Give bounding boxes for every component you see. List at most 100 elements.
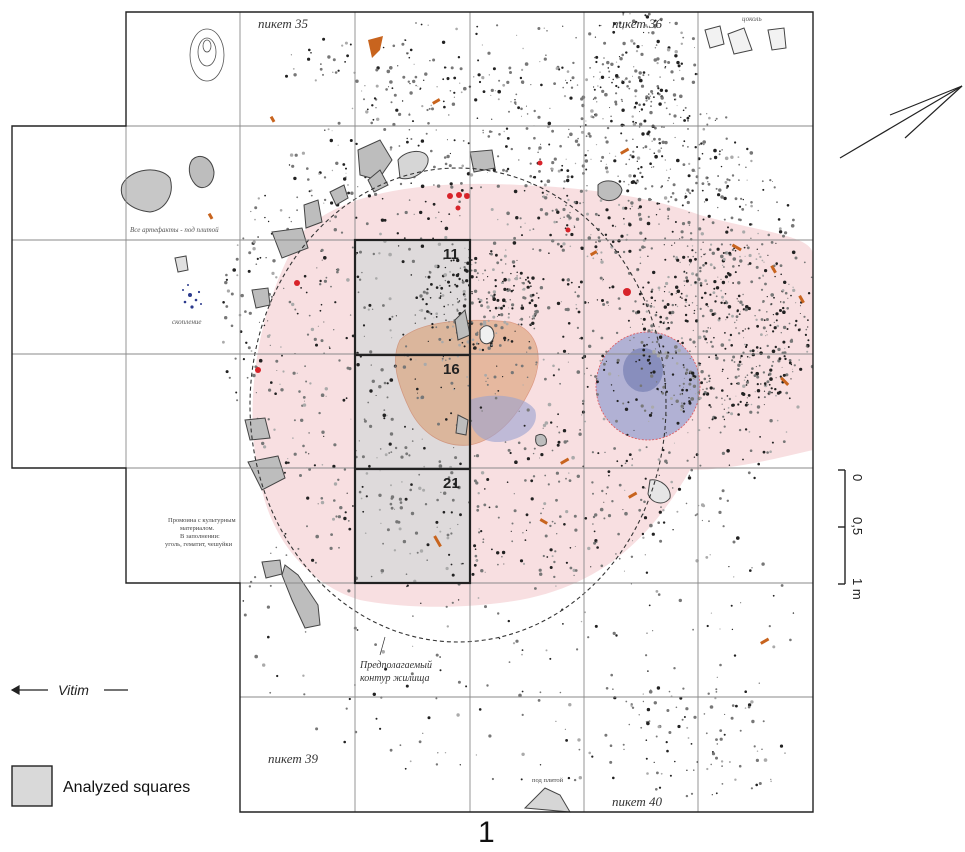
artifact-dot [565, 204, 567, 207]
artifact-dot [650, 324, 654, 328]
artifact-dot [667, 275, 670, 279]
artifact-dot [566, 278, 570, 282]
artifact-dot [726, 395, 729, 397]
artifact-dot [492, 297, 497, 302]
artifact-dot [638, 359, 641, 361]
artifact-dot [494, 90, 496, 92]
artifact-dot [756, 405, 761, 409]
artifact-dot [574, 546, 576, 547]
artifact-dot [497, 516, 500, 519]
artifact-dot [592, 257, 595, 260]
artifact-dot [399, 744, 402, 747]
artifact-dot [521, 288, 524, 291]
artifact-dot [629, 154, 632, 157]
artifact-dot [528, 341, 530, 343]
artifact-dot [399, 506, 403, 510]
artifact-dot [734, 141, 737, 144]
artifact-dot [612, 78, 614, 81]
artifact-dot [604, 733, 608, 737]
artifact-dot [502, 298, 506, 303]
artifact-dot [562, 242, 566, 246]
artifact-dot [658, 786, 662, 789]
artifact-dot [672, 122, 675, 124]
artifact-dot [452, 304, 454, 306]
artifact-dot [778, 227, 782, 231]
artifact-dot [441, 340, 444, 344]
artifact-dot [659, 315, 662, 319]
artifact-dot [653, 96, 655, 98]
artifact-dot [244, 310, 247, 313]
artifact-dot [555, 221, 558, 223]
artifact-dot [646, 343, 648, 346]
artifact-dot [657, 458, 661, 461]
artifact-dot [776, 264, 778, 266]
artifact-dot [451, 102, 456, 106]
artifact-dot [364, 85, 366, 87]
artifact-dot [430, 283, 433, 286]
artifact-dot [770, 780, 772, 783]
artifact-dot [459, 267, 462, 269]
artifact-dot [578, 748, 581, 751]
artifact-dot [520, 80, 525, 84]
artifact-dot [518, 410, 520, 412]
artifact-dot [788, 397, 791, 400]
artifact-dot [680, 116, 682, 118]
artifact-dot [710, 612, 713, 614]
artifact-dot [562, 86, 564, 89]
artifact-dot [356, 251, 359, 254]
artifact-dot [234, 357, 237, 360]
artifact-dot [419, 294, 423, 298]
artifact-dot [548, 252, 550, 254]
artifact-dot [357, 186, 359, 188]
artifact-dot [584, 124, 587, 126]
artifact-dot [667, 200, 670, 203]
artifact-dot [413, 213, 415, 215]
scale-bar [838, 469, 846, 585]
artifact-dot [751, 567, 753, 569]
artifact-dot [641, 45, 643, 47]
artifact-dot [411, 440, 414, 442]
artifact-dot [538, 170, 541, 173]
artifact-dot [750, 204, 753, 208]
artifact-dot [345, 707, 348, 710]
artifact-dot [518, 159, 520, 161]
artifact-dot [648, 197, 652, 202]
artifact-dot [664, 101, 666, 104]
artifact-dot [664, 237, 667, 240]
artifact-dot [813, 359, 817, 363]
artifact-dot [374, 643, 377, 646]
artifact-dot [649, 148, 651, 150]
artifact-dot [750, 700, 754, 704]
artifact-dot [545, 649, 548, 652]
artifact-dot [579, 202, 582, 205]
artifact-dot [617, 297, 621, 300]
artifact-dot [399, 182, 403, 186]
artifact-dot [619, 57, 623, 61]
artifact-dot [441, 40, 446, 44]
artifact-dot [732, 355, 736, 359]
artifact-dot [322, 73, 324, 76]
artifact-dot [702, 388, 704, 391]
artifact-dot [405, 452, 409, 456]
artifact-dot [699, 464, 702, 467]
artifact-dot [709, 386, 713, 390]
artifact-dot [803, 315, 806, 318]
figure-number: 1 [478, 816, 495, 849]
artifact-dot [726, 178, 729, 181]
artifact-dot [438, 337, 442, 341]
artifact-dot [566, 307, 570, 312]
analyzed-squares-outline [353, 238, 472, 585]
artifact-dot [436, 184, 441, 188]
artifact-dot [551, 520, 554, 523]
artifact-dot [664, 140, 668, 145]
artifact-dot [654, 154, 658, 159]
artifact-dot [703, 143, 705, 146]
artifact-dot [744, 343, 746, 346]
artifact-dot [324, 387, 328, 391]
artifact-dot [368, 303, 372, 307]
artifact-dot [725, 301, 729, 305]
artifact-dot [653, 701, 657, 705]
artifact-dot [765, 335, 767, 337]
artifact-dot [383, 128, 387, 131]
artifact-dot [553, 560, 556, 564]
